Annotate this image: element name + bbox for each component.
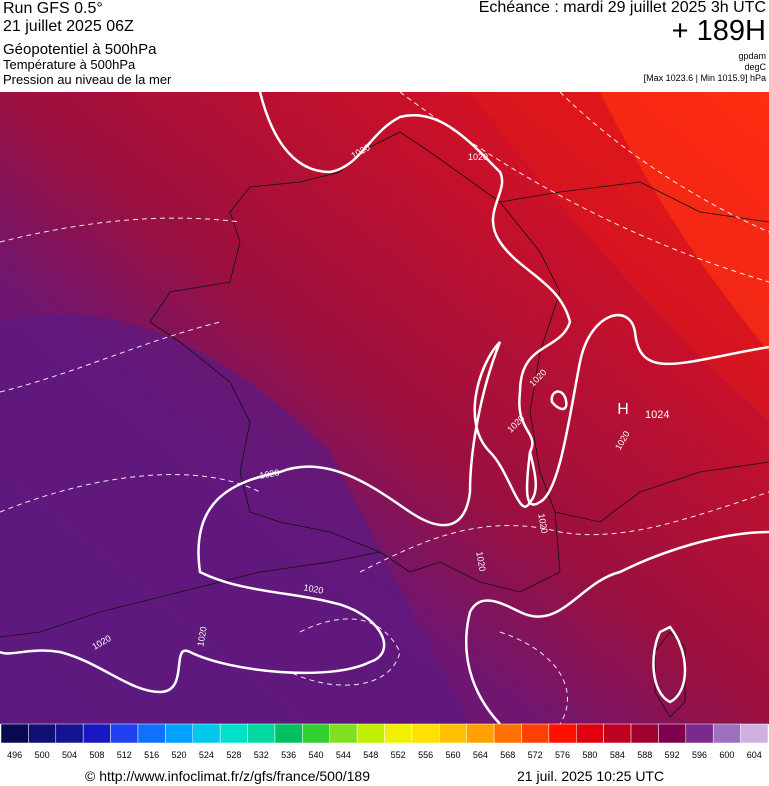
warm-region — [600, 92, 769, 352]
colorbar-swatch — [685, 723, 714, 744]
colorbar-swatch — [466, 723, 495, 744]
field-label: Pression au niveau de la mer — [3, 72, 172, 87]
colorbar-swatch — [356, 723, 385, 744]
colorbar-label: 556 — [418, 750, 433, 760]
colorbar-label: 552 — [391, 750, 406, 760]
run-date: 21 juillet 2025 06Z — [3, 18, 134, 35]
colorbar-label: 596 — [692, 750, 707, 760]
cold-region — [0, 314, 470, 724]
colorbar-label: 500 — [35, 750, 50, 760]
colorbar-swatch — [384, 723, 413, 744]
unit: degC — [744, 62, 766, 72]
colorbar-label: 536 — [281, 750, 296, 760]
colorbar-label: 568 — [500, 750, 515, 760]
colorbar-label: 504 — [62, 750, 77, 760]
isobar-label: 1020 — [474, 551, 487, 572]
isobar-label: 1020 — [259, 467, 280, 480]
colorbar-label: 580 — [582, 750, 597, 760]
colorbar-label: 508 — [89, 750, 104, 760]
colorbar-swatch — [521, 723, 550, 744]
colorbar-swatch — [274, 723, 303, 744]
isobar-label: 1020 — [195, 626, 208, 647]
isobars — [0, 92, 769, 724]
borders — [0, 131, 769, 718]
colorbar-swatch — [247, 723, 276, 744]
colorbar-swatch — [110, 723, 139, 744]
colorbar-swatch — [329, 723, 358, 744]
source: © http://www.infoclimat.fr/z/gfs/france/… — [85, 768, 370, 784]
colorbar-swatch — [28, 723, 57, 744]
colorbar-label: 516 — [144, 750, 159, 760]
temperature-contours — [0, 92, 769, 724]
colorbar-label: 588 — [637, 750, 652, 760]
colorbar-label: 528 — [226, 750, 241, 760]
colorbar-swatch — [302, 723, 330, 744]
run-label: Run GFS 0.5° — [3, 0, 103, 17]
isobar-label: 1020 — [468, 152, 488, 162]
colorbar-swatch — [0, 723, 29, 744]
isobar-label: 1024 — [645, 409, 669, 421]
field-label: Géopotentiel à 500hPa — [3, 41, 157, 58]
field-label: Température à 500hPa — [3, 57, 136, 72]
colorbar-label: 584 — [610, 750, 625, 760]
isobar-label: 1020 — [536, 513, 549, 534]
forecast-hour: + 189H — [671, 15, 766, 47]
colorbar-swatch — [630, 723, 659, 744]
colorbar-swatch — [411, 723, 440, 744]
colorbar-label: 572 — [528, 750, 543, 760]
colorbar-label: 604 — [747, 750, 762, 760]
colorbar-swatch — [712, 723, 741, 744]
colorbar-swatch — [576, 723, 604, 744]
colorbar-swatch — [658, 723, 687, 744]
colorbar-swatch — [55, 723, 84, 744]
colorbar-label: 532 — [254, 750, 269, 760]
echeance: Echéance : mardi 29 juillet 2025 3h UTC — [478, 0, 766, 16]
range: [Max 1023.6 | Min 1015.9] hPa — [643, 73, 766, 83]
unit: gpdam — [738, 51, 766, 61]
colorbar-swatch — [82, 723, 111, 744]
colorbar-swatch — [493, 723, 522, 744]
colorbar-swatch — [192, 723, 221, 744]
colorbar-label: 496 — [7, 750, 22, 760]
colorbar: 496 500 504 508 512 516 520 524 528 532 536 540 544 5… — [0, 723, 769, 760]
colorbar-swatch — [740, 723, 769, 744]
isobar-label: H — [617, 401, 629, 418]
isobar-label: 1020 — [303, 582, 324, 595]
timestamp: 21 juil. 2025 10:25 UTC — [517, 768, 665, 784]
colorbar-swatch — [165, 723, 194, 744]
colorbar-swatch — [439, 723, 467, 744]
colorbar-label: 540 — [309, 750, 324, 760]
colorbar-label: 560 — [445, 750, 460, 760]
warm-region — [470, 92, 769, 422]
colorbar-label: 548 — [363, 750, 378, 760]
colorbar-label: 564 — [473, 750, 488, 760]
colorbar-label: 524 — [199, 750, 214, 760]
colorbar-label: 512 — [117, 750, 132, 760]
colorbar-swatch — [548, 723, 577, 744]
colorbar-swatch — [137, 723, 166, 744]
colorbar-label: 520 — [172, 750, 187, 760]
colorbar-label: 576 — [555, 750, 570, 760]
colorbar-swatch — [603, 723, 632, 744]
colorbar-label: 600 — [719, 750, 734, 760]
colorbar-swatch — [219, 723, 248, 744]
colorbar-label: 544 — [336, 750, 351, 760]
colorbar-label: 592 — [665, 750, 680, 760]
